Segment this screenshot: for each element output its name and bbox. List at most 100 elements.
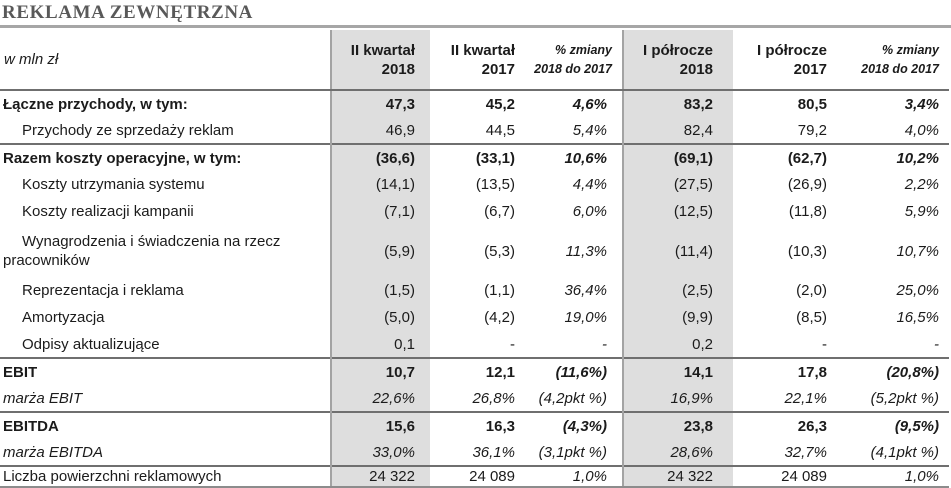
cell-value: 24 089 — [733, 465, 842, 488]
table-row-total-revenue: Łączne przychody, w tym: 47,3 45,2 4,6% … — [0, 90, 949, 117]
cell-value: 10,6% — [530, 143, 623, 171]
cell-value: 10,7 — [330, 357, 430, 385]
cell-value: 1,0% — [530, 465, 623, 488]
col-header-line: 2017 — [793, 60, 827, 78]
cell-value: (10,3) — [787, 242, 827, 260]
cell-value: - — [822, 335, 827, 353]
col-header-h1-2017: I półrocze 2017 — [733, 30, 842, 91]
table-row-representation: Reprezentacja i reklama (1,5) (1,1) 36,4… — [0, 277, 949, 304]
col-header-q2-2017: II kwartał 2017 — [430, 30, 530, 91]
col-header-line: 2018 do 2017 — [861, 61, 939, 76]
cell-value: 15,6 — [330, 411, 430, 439]
cell-value: - — [602, 335, 607, 353]
cell-value: - — [934, 335, 939, 353]
row-label: EBIT — [0, 357, 331, 385]
cell-value: (20,8%) — [842, 357, 949, 385]
col-header-line: II kwartał — [350, 41, 415, 59]
table-row-ebit: EBIT 10,7 12,1 (11,6%) 14,1 17,8 (20,8%) — [0, 357, 949, 385]
title-underline — [0, 25, 951, 28]
table-row-ad-sales-revenue: Przychody ze sprzedaży reklam 46,9 44,5 … — [0, 117, 949, 144]
col-header-line: % zmiany — [555, 42, 612, 57]
table-row-ad-surfaces: Liczba powierzchni reklamowych 24 322 24… — [0, 465, 949, 488]
col-header-h1-2018: I półrocze 2018 — [622, 30, 733, 91]
cell-value: 24 322 — [330, 465, 430, 488]
cell-value: (4,2pkt %) — [538, 389, 607, 407]
cell-value: (13,5) — [475, 176, 515, 193]
cell-value: (11,6%) — [530, 357, 623, 385]
cell-value: (14,1) — [330, 171, 430, 198]
unit-label: w mln zł — [0, 30, 331, 91]
col-header-line: I półrocze — [756, 41, 827, 59]
cell-value: 46,9 — [330, 117, 430, 144]
row-label: Koszty utrzymania systemu — [22, 176, 205, 193]
row-label: Amortyzacja — [22, 309, 105, 326]
table-row-campaign-costs: Koszty realizacji kampanii (7,1) (6,7) 6… — [0, 198, 949, 225]
col-header-line: I półrocze — [642, 41, 713, 59]
table-row-total-costs: Razem koszty operacyjne, w tym: (36,6) (… — [0, 143, 949, 171]
col-header-line: 2018 — [679, 60, 713, 78]
cell-value: 44,5 — [485, 121, 515, 139]
header-row: w mln zł II kwartał 2018 II kwartał 2017… — [0, 30, 949, 91]
col-header-line: % zmiany — [882, 42, 939, 57]
cell-value: (1,5) — [330, 277, 430, 304]
cell-value: 26,3 — [733, 411, 842, 439]
cell-value: (9,9) — [622, 304, 733, 331]
cell-value: 17,8 — [733, 357, 842, 385]
col-header-line: 2018 do 2017 — [534, 61, 612, 76]
cell-value: 36,1% — [472, 443, 515, 461]
row-label: Przychody ze sprzedaży reklam — [22, 121, 234, 139]
cell-value: (26,9) — [787, 176, 827, 193]
col-header-line: 2017 — [481, 60, 515, 78]
cell-value: - — [510, 335, 515, 353]
col-header-line: II kwartał — [450, 41, 515, 59]
cell-value: (5,3) — [484, 242, 515, 260]
section-title: REKLAMA ZEWNĘTRZNA — [2, 2, 253, 23]
cell-value: 14,1 — [622, 357, 733, 385]
cell-value: 23,8 — [622, 411, 733, 439]
cell-value: (2,0) — [796, 282, 827, 299]
col-header-q-change: % zmiany 2018 do 2017 — [530, 30, 623, 91]
cell-value: (12,5) — [622, 198, 733, 225]
cell-value: 4,4% — [572, 176, 607, 193]
row-label: Wynagrodzenia i świadczenia na rzecz pra… — [3, 233, 281, 269]
cell-value: 24 322 — [622, 465, 733, 488]
row-label: Koszty realizacji kampanii — [22, 203, 194, 220]
cell-value: (11,4) — [622, 225, 733, 277]
row-label: marża EBITDA — [3, 443, 104, 461]
table-row-ebitda-margin: marża EBITDA 33,0% 36,1% (3,1pkt %) 28,6… — [0, 439, 949, 466]
cell-value: 24 089 — [430, 465, 530, 488]
table-row-system-maintenance: Koszty utrzymania systemu (14,1) (13,5) … — [0, 171, 949, 198]
cell-value: (9,5%) — [842, 411, 949, 439]
cell-value: (27,5) — [622, 171, 733, 198]
cell-value: 79,2 — [797, 121, 827, 139]
financial-table: w mln zł II kwartał 2018 II kwartał 2017… — [0, 30, 949, 488]
cell-value: 16,5% — [896, 309, 939, 326]
cell-value: 19,0% — [564, 309, 607, 326]
row-label: Razem koszty operacyjne, w tym: — [0, 143, 331, 171]
cell-value: (7,1) — [330, 198, 430, 225]
cell-value: 80,5 — [797, 95, 827, 113]
cell-value: (1,1) — [484, 282, 515, 299]
cell-value: 12,1 — [430, 357, 530, 385]
cell-value: 28,6% — [622, 439, 733, 466]
cell-value: (5,0) — [330, 304, 430, 331]
col-header-line: 2018 — [381, 60, 415, 78]
cell-value: 10,2% — [842, 143, 949, 171]
cell-value: 1,0% — [842, 465, 949, 488]
cell-value: 11,3% — [565, 242, 607, 260]
cell-value: (33,1) — [430, 143, 530, 171]
cell-value: 3,4% — [904, 95, 939, 113]
cell-value: 33,0% — [330, 439, 430, 466]
cell-value: 82,4 — [622, 117, 733, 144]
cell-value: 22,6% — [330, 385, 430, 412]
cell-value: (11,8) — [788, 203, 827, 220]
cell-value: 83,2 — [622, 90, 733, 117]
row-label: Łączne przychody, w tym: — [3, 95, 188, 113]
cell-value: (36,6) — [330, 143, 430, 171]
table-row-impairment: Odpisy aktualizujące 0,1 - - 0,2 - - — [0, 331, 949, 358]
cell-value: 2,2% — [904, 176, 939, 193]
col-header-h-change: % zmiany 2018 do 2017 — [842, 30, 949, 91]
cell-value: 36,4% — [564, 282, 607, 299]
cell-value: 5,4% — [572, 121, 607, 139]
cell-value: 0,2 — [622, 331, 733, 358]
